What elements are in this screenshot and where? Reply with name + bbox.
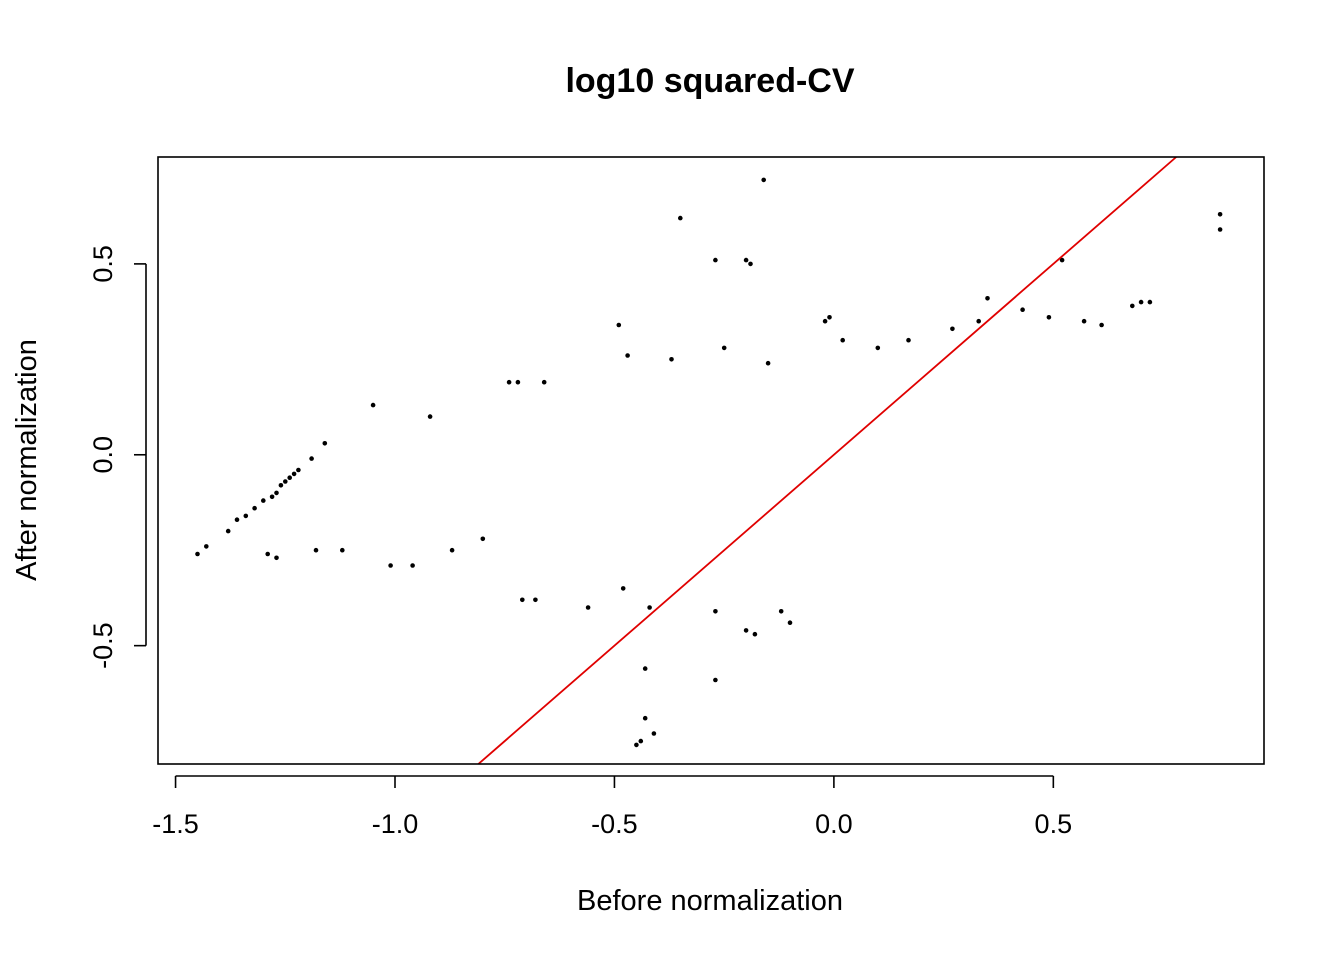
- data-point: [875, 345, 881, 351]
- x-tick-label: -1.0: [372, 809, 419, 839]
- data-point: [642, 715, 648, 721]
- data-point: [1059, 257, 1065, 263]
- data-point: [1138, 299, 1144, 305]
- data-point: [309, 456, 314, 461]
- data-point: [313, 547, 319, 553]
- reference-line: [477, 156, 1177, 765]
- data-point: [985, 296, 990, 301]
- data-point: [370, 402, 376, 408]
- data-point: [340, 547, 345, 553]
- data-point: [713, 677, 718, 683]
- data-point: [296, 467, 301, 473]
- data-point: [283, 479, 288, 484]
- data-point: [520, 597, 525, 603]
- data-point: [651, 731, 657, 736]
- y-tick-label: 0.5: [88, 245, 118, 283]
- data-point: [261, 498, 266, 503]
- y-tick-label: -0.5: [88, 622, 118, 669]
- x-axis-label: Before normalization: [577, 885, 843, 917]
- data-point: [950, 326, 955, 332]
- data-point: [449, 547, 455, 553]
- data-point: [225, 528, 231, 534]
- points-layer: [195, 177, 1223, 748]
- data-point: [287, 475, 293, 481]
- data-point: [234, 517, 240, 522]
- plot-frame: [157, 156, 1265, 765]
- data-point: [647, 605, 652, 610]
- data-point: [765, 360, 771, 366]
- data-point: [778, 609, 784, 614]
- data-point: [634, 742, 639, 748]
- x-tick-label: 0.0: [815, 809, 853, 839]
- data-point: [1217, 227, 1223, 232]
- data-point: [1147, 299, 1153, 305]
- data-point: [1081, 318, 1087, 324]
- data-point: [748, 261, 753, 267]
- data-point: [625, 353, 630, 358]
- data-point: [620, 586, 626, 591]
- data-point: [1130, 303, 1135, 309]
- data-point: [265, 551, 271, 557]
- data-point: [616, 322, 622, 328]
- data-point: [427, 414, 433, 419]
- data-point: [906, 337, 911, 343]
- data-point: [541, 379, 547, 385]
- y-axis: -0.5 0.0 0.5: [88, 245, 147, 669]
- data-point: [274, 555, 279, 561]
- y-tick-label: 0.0: [88, 436, 118, 474]
- data-point: [252, 505, 257, 511]
- data-point: [388, 563, 393, 568]
- x-axis: -1.5 -1.0 -0.5 0.0 0.5: [152, 775, 1073, 839]
- data-point: [585, 605, 591, 610]
- data-point: [506, 379, 512, 385]
- chart-title: log10 squared-CV: [565, 62, 854, 100]
- data-point: [678, 215, 683, 221]
- data-point: [291, 471, 297, 477]
- data-point: [642, 666, 648, 671]
- y-axis-label: After normalization: [11, 339, 43, 581]
- data-point: [195, 551, 200, 557]
- data-point: [822, 318, 828, 324]
- data-point: [274, 490, 279, 496]
- data-point: [743, 257, 749, 263]
- data-point: [669, 357, 674, 362]
- data-point: [761, 177, 766, 183]
- data-point: [410, 563, 415, 568]
- x-tick-label: -0.5: [591, 809, 638, 839]
- data-point: [752, 631, 758, 637]
- data-point: [243, 513, 249, 519]
- data-point: [976, 318, 981, 324]
- data-point: [278, 483, 284, 488]
- data-point: [269, 494, 275, 500]
- data-point: [713, 257, 718, 263]
- data-point: [638, 738, 644, 744]
- data-point: [743, 628, 749, 633]
- data-point: [840, 337, 845, 343]
- data-point: [480, 536, 486, 542]
- reference-line-layer: [477, 156, 1177, 765]
- data-point: [1020, 307, 1025, 313]
- data-point: [721, 345, 727, 351]
- data-point: [322, 441, 328, 446]
- x-tick-label: -1.5: [152, 809, 199, 839]
- data-point: [1217, 212, 1223, 217]
- x-tick-label: 0.5: [1035, 809, 1073, 839]
- data-point: [1099, 322, 1104, 328]
- data-point: [787, 620, 793, 625]
- data-point: [533, 597, 538, 603]
- data-point: [204, 544, 209, 549]
- data-point: [515, 379, 521, 385]
- data-point: [1046, 315, 1052, 320]
- data-point: [827, 315, 832, 320]
- data-point: [713, 609, 718, 614]
